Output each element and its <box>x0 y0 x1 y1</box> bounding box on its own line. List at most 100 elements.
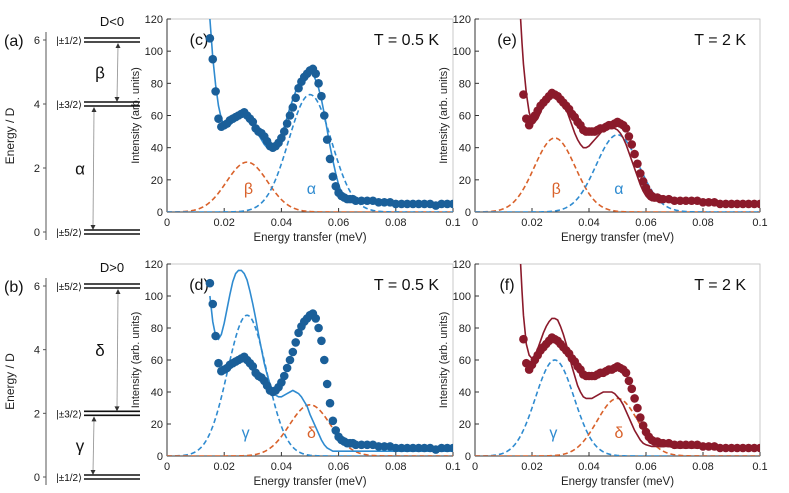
y-tick-label: 40 <box>459 387 471 399</box>
peak-β <box>475 137 760 212</box>
data-point <box>248 117 258 127</box>
diagram-ylabel: Energy / D <box>3 353 17 410</box>
peak-δ <box>167 403 453 456</box>
data-point <box>638 177 648 186</box>
data-point <box>325 398 335 408</box>
data-point <box>624 376 634 386</box>
y-tick-label: 80 <box>459 323 471 335</box>
plot-area <box>167 19 453 212</box>
data-point <box>630 394 639 403</box>
panel-label: (b) <box>4 279 24 296</box>
y-tick-label: 40 <box>459 143 471 155</box>
data-point <box>279 371 289 381</box>
data-point <box>322 379 332 389</box>
x-tick-label: 0.1 <box>445 217 460 229</box>
transition-arrow <box>116 45 119 100</box>
y-tick-label: 0 <box>157 451 163 463</box>
data-point <box>320 355 329 365</box>
data-point <box>325 154 335 164</box>
panel-label: (e) <box>497 32 517 49</box>
data-point <box>630 149 639 159</box>
data-point <box>205 34 215 43</box>
y-tick-label: 120 <box>145 14 163 26</box>
data-point <box>755 199 760 209</box>
transition-arrowhead <box>90 225 96 230</box>
data-point <box>311 69 321 78</box>
diagram-sign: D>0 <box>100 260 124 275</box>
panel-label: (d) <box>189 277 209 294</box>
x-tick-label: 0.04 <box>271 217 292 229</box>
y-tick-label: 0 <box>157 207 163 219</box>
diagram-tick-label: 0 <box>34 472 40 484</box>
data-point <box>755 443 760 453</box>
y-tick-label: 20 <box>459 419 471 431</box>
transition-arrowhead <box>90 470 96 475</box>
data-point <box>636 413 645 422</box>
data-point <box>214 358 223 368</box>
data-point <box>314 79 323 88</box>
diagram-tick-label: 4 <box>34 99 40 111</box>
data-point <box>279 127 289 136</box>
data-point <box>294 328 303 338</box>
data-point <box>205 278 215 288</box>
data-point <box>448 443 453 453</box>
transition-arrowhead <box>114 406 120 412</box>
x-tick-label: 0.1 <box>752 461 767 473</box>
y-axis-label: Intensity (arb. units) <box>130 67 142 164</box>
x-tick-label: 0.08 <box>692 461 713 473</box>
x-tick-label: 0 <box>164 461 170 473</box>
data-point <box>328 172 338 181</box>
x-tick-label: 0.08 <box>692 217 713 229</box>
plot-area <box>475 19 760 212</box>
y-axis-label: Intensity (arb. units) <box>438 312 450 409</box>
peak-label-γ: γ <box>242 425 250 442</box>
data-point <box>314 323 323 333</box>
chart-title: T = 0.5 K <box>374 277 439 294</box>
y-tick-label: 60 <box>459 355 471 367</box>
data-point <box>621 368 631 378</box>
y-tick-label: 0 <box>465 451 471 463</box>
x-tick-label: 0.06 <box>635 461 656 473</box>
x-axis-label: Energy transfer (meV) <box>253 476 366 488</box>
chart-title: T = 2 K <box>694 32 746 49</box>
data-point <box>208 299 218 309</box>
data-point <box>291 93 301 103</box>
peak-label-γ: γ <box>549 425 557 442</box>
energy-level-label: |±3/2⟩ <box>56 100 82 111</box>
data-point <box>248 362 258 371</box>
data-point <box>636 169 645 178</box>
fit-line <box>519 264 760 449</box>
data-point <box>288 103 298 112</box>
x-tick-label: 0.02 <box>521 461 542 473</box>
y-axis-label: Intensity (arb. units) <box>438 67 450 164</box>
data-point <box>621 124 631 133</box>
peak-label-δ: δ <box>307 425 316 442</box>
peak-label-α: α <box>307 181 316 198</box>
transition-arrowhead <box>114 97 120 102</box>
transition-label-β: β <box>95 64 105 83</box>
chart-e: 0 0.02 0.04 0.06 0.08 0.1 0 20 40 60 80 100 120 Energ… <box>438 14 768 244</box>
data-point <box>331 181 341 191</box>
x-axis-label: Energy transfer (meV) <box>253 232 366 244</box>
y-tick-label: 40 <box>151 387 163 399</box>
diagram-tick-label: 0 <box>34 227 40 239</box>
data-point <box>633 403 642 413</box>
energy-diagram-b: 0 2 4 6 Energy / D (b) D>0 |±5/2⟩ |±3/2⟩ |±1/2⟩ δ γ <box>3 260 140 485</box>
chart-title: T = 2 K <box>694 277 746 294</box>
diagram-tick-label: 2 <box>34 163 40 175</box>
x-axis-label: Energy transfer (meV) <box>561 476 674 488</box>
transition-arrowhead <box>91 107 97 112</box>
energy-level-label: |±3/2⟩ <box>56 409 82 420</box>
y-tick-label: 60 <box>459 111 471 123</box>
data-point <box>311 314 321 323</box>
y-tick-label: 120 <box>453 14 471 26</box>
panel-label: (f) <box>499 277 514 294</box>
x-tick-label: 0.02 <box>213 217 234 229</box>
data-point <box>211 331 220 341</box>
x-tick-label: 0.02 <box>213 461 234 473</box>
data-point <box>285 355 295 365</box>
data-point <box>638 421 648 430</box>
peak-label-β: β <box>552 181 561 198</box>
data-point <box>277 133 286 143</box>
data-point <box>627 140 637 149</box>
